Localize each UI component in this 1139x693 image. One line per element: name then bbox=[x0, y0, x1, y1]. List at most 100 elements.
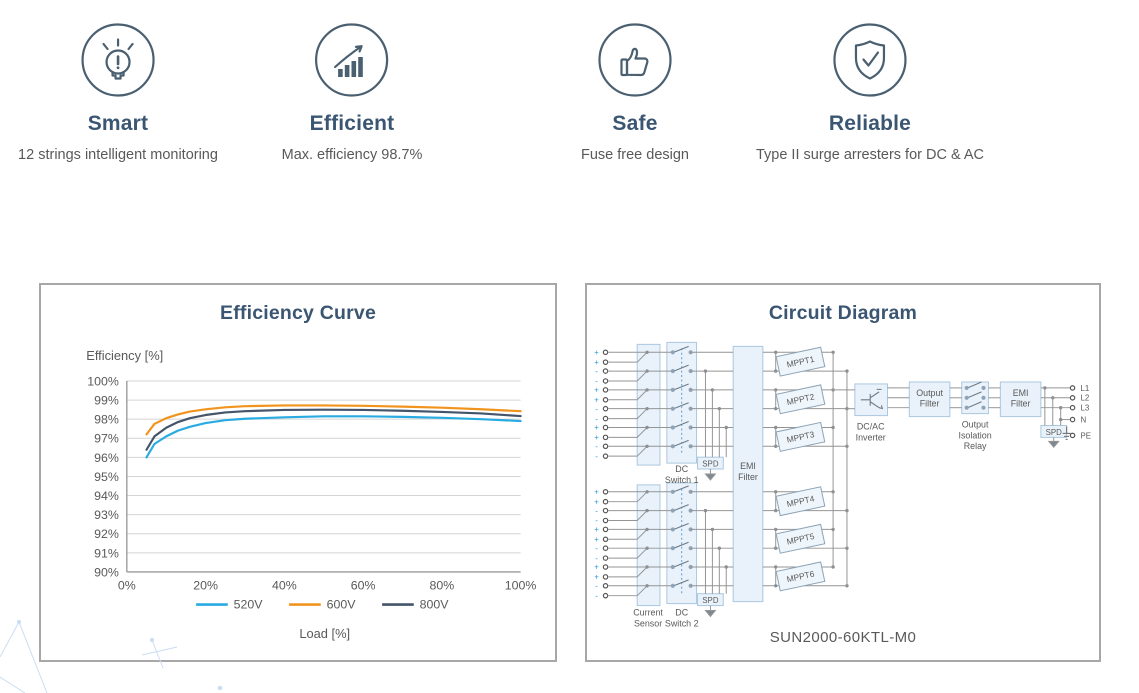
output-filter-label: Filter bbox=[920, 399, 940, 409]
y-tick-label: 92% bbox=[94, 527, 119, 541]
switch-contact bbox=[670, 583, 675, 588]
circuit-diagram-title: Circuit Diagram bbox=[768, 302, 918, 324]
terminal bbox=[1069, 432, 1076, 439]
x-axis-title: Load [%] bbox=[299, 626, 350, 641]
terminal-sign: + bbox=[594, 348, 599, 357]
wire bbox=[608, 445, 648, 457]
dc-switch-1-label: Switch 1 bbox=[665, 475, 699, 485]
legend-label: 800V bbox=[420, 598, 450, 612]
switch-contact bbox=[670, 564, 675, 570]
terminal-sign: - bbox=[595, 582, 598, 591]
switch-blade bbox=[673, 522, 689, 530]
y-tick-label: 90% bbox=[94, 565, 119, 579]
efficiency-curve-chart: 100% 99% 98% 97% 96% 95% 94% 93% 92% 91% 90%0% 20% 4… bbox=[86, 348, 537, 641]
terminal bbox=[602, 489, 609, 495]
output-isolation-relay-label: Output bbox=[962, 419, 989, 429]
junction-dot bbox=[774, 527, 778, 532]
terminal bbox=[602, 507, 609, 514]
wire bbox=[608, 566, 648, 578]
output-terminal-label: L3 bbox=[1080, 404, 1089, 413]
junction-dot bbox=[645, 406, 649, 411]
feature-reliable: Reliable Type II surge arresters for DC … bbox=[756, 22, 984, 163]
terminal-sign: + bbox=[594, 563, 599, 572]
output-terminal-label: L2 bbox=[1080, 394, 1089, 403]
switch-blade bbox=[673, 541, 689, 549]
x-tick-label: 100% bbox=[505, 579, 537, 593]
terminal bbox=[1069, 404, 1076, 411]
wire bbox=[608, 491, 648, 503]
feature-description: Type II surge arresters for DC & AC bbox=[755, 147, 985, 163]
x-tick-label: 60% bbox=[351, 579, 376, 593]
output-isolation-relay-label: Isolation bbox=[959, 430, 992, 440]
switch-contact bbox=[981, 385, 986, 390]
terminal bbox=[602, 517, 609, 524]
junction-dot bbox=[710, 388, 715, 392]
junction-dot bbox=[1058, 417, 1063, 422]
series-line-520V bbox=[145, 415, 522, 459]
terminal bbox=[602, 349, 609, 356]
switch-blade bbox=[967, 391, 982, 399]
junction-dot bbox=[774, 565, 778, 569]
y-tick-label: 97% bbox=[94, 432, 119, 446]
output-isolation-relay-label: Relay bbox=[964, 441, 987, 451]
igbt-transistor-icon bbox=[860, 388, 884, 410]
spd-label: SPD bbox=[1046, 428, 1063, 437]
current-sensor-label: Current bbox=[633, 607, 663, 617]
series-line-800V bbox=[145, 408, 522, 451]
junction-dot bbox=[645, 444, 649, 448]
dc-switch-2-label: Switch 2 bbox=[665, 618, 699, 628]
output-terminal-label: PE bbox=[1080, 431, 1091, 440]
terminal bbox=[1069, 416, 1076, 423]
junction-dot bbox=[1051, 396, 1055, 400]
circuit-diagram-panel: Circuit Diagram bbox=[585, 283, 1101, 662]
terminal bbox=[602, 387, 609, 393]
terminal-sign: - bbox=[595, 367, 598, 376]
switch-contact bbox=[964, 395, 969, 400]
terminal bbox=[602, 574, 609, 580]
x-tick-label: 20% bbox=[193, 579, 218, 593]
switch-contact bbox=[670, 369, 675, 374]
y-tick-label: 95% bbox=[94, 470, 119, 484]
terminal bbox=[602, 434, 609, 441]
switch-blade bbox=[673, 421, 689, 428]
wire bbox=[608, 427, 648, 438]
terminal bbox=[602, 583, 609, 589]
efficiency-curve-panel: Efficiency Curve 100% 99% 98% 97% 96% 95% 94% 9… bbox=[39, 283, 557, 662]
emi-filter-label: Filter bbox=[738, 472, 758, 482]
terminal-sign: + bbox=[594, 396, 599, 405]
dc-ac-inverter-label: Inverter bbox=[856, 432, 886, 442]
series-line-600V bbox=[145, 404, 522, 436]
terminal bbox=[602, 555, 609, 561]
switch-contact bbox=[670, 425, 675, 430]
terminal bbox=[602, 592, 609, 599]
wire bbox=[608, 585, 648, 597]
wire bbox=[608, 510, 648, 521]
junction-dot bbox=[645, 388, 649, 392]
terminal bbox=[602, 359, 609, 365]
wire bbox=[608, 351, 648, 363]
terminal bbox=[602, 536, 609, 543]
junction-dot bbox=[1043, 386, 1047, 390]
switch-blade bbox=[673, 345, 689, 353]
junction-dot bbox=[774, 508, 778, 513]
terminal bbox=[602, 378, 609, 384]
switch-blade bbox=[673, 364, 689, 372]
current-sensor-box-1 bbox=[636, 343, 661, 466]
junction-dot bbox=[645, 508, 649, 513]
terminal-sign: - bbox=[595, 452, 598, 461]
legend-label: 520V bbox=[234, 598, 264, 612]
terminal-sign: - bbox=[595, 414, 598, 423]
feature-title: Safe bbox=[612, 112, 658, 135]
shield-check-icon bbox=[832, 22, 908, 98]
junction-dot bbox=[774, 490, 778, 494]
switch-blade bbox=[673, 504, 689, 512]
wire bbox=[608, 389, 648, 401]
junction-dot bbox=[645, 369, 649, 373]
wire bbox=[608, 547, 648, 559]
junction-dot bbox=[724, 425, 728, 430]
mppt-box: MPPT6 bbox=[775, 561, 826, 592]
terminal-sign: - bbox=[595, 516, 598, 525]
x-tick-label: 0% bbox=[118, 579, 136, 593]
terminal-sign: - bbox=[595, 442, 598, 451]
